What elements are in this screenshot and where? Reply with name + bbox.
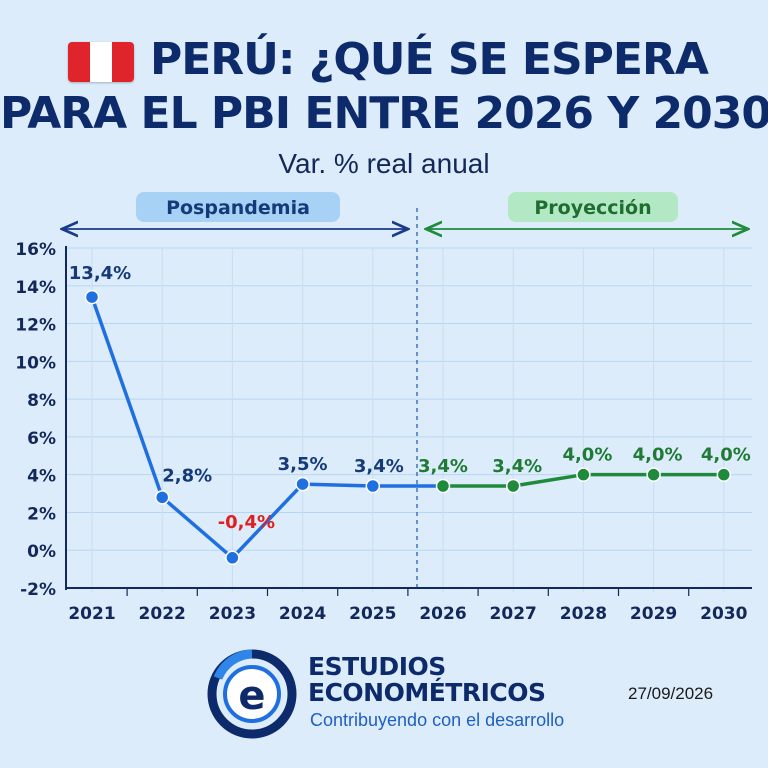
data-label-2021: 13,4% bbox=[69, 263, 131, 284]
data-label-2030: 4,0% bbox=[701, 445, 751, 466]
data-point-2027 bbox=[505, 478, 521, 494]
period-label-pospandemia: Pospandemia bbox=[166, 197, 310, 219]
x-tick-label: 2028 bbox=[560, 604, 607, 624]
data-point-2021 bbox=[84, 289, 100, 305]
x-tick-label: 2030 bbox=[700, 604, 747, 624]
y-tick-label: 8% bbox=[27, 391, 56, 411]
y-tick-label: 10% bbox=[15, 353, 56, 373]
x-tick-label: 2025 bbox=[349, 604, 396, 624]
data-point-2023 bbox=[225, 550, 240, 566]
page-title-line1: PERÚ: ¿QUÉ SE ESPERA bbox=[150, 34, 709, 85]
x-tick-label: 2027 bbox=[490, 604, 537, 624]
y-tick-label: 12% bbox=[15, 316, 56, 336]
brand-name-line1: ESTUDIOS bbox=[308, 652, 446, 681]
period-label-proyeccion: Proyección bbox=[534, 197, 651, 219]
x-tick-label: 2021 bbox=[68, 604, 115, 624]
series-line-pospandemia bbox=[90, 296, 443, 560]
publication-date: 27/09/2026 bbox=[628, 684, 714, 703]
y-tick-label: -2% bbox=[20, 580, 56, 600]
data-label-2025: 3,4% bbox=[354, 456, 404, 477]
chart-grid bbox=[66, 247, 752, 592]
y-tick-label: 6% bbox=[27, 429, 56, 449]
brand-name-line2: ECONOMÉTRICOS bbox=[308, 678, 546, 707]
data-point-2025 bbox=[365, 478, 381, 494]
x-tick-label: 2023 bbox=[209, 604, 256, 624]
data-label-2022: 2,8% bbox=[162, 465, 212, 486]
data-label-2023: -0,4% bbox=[218, 512, 275, 533]
data-label-2029: 4,0% bbox=[633, 445, 683, 466]
x-tick-label: 2022 bbox=[139, 604, 186, 624]
y-axis-ticks: 16% 14% 12% 10% 8% 6% 4% 2% 0% -2% bbox=[15, 240, 56, 600]
data-label-2024: 3,5% bbox=[278, 454, 328, 475]
y-tick-label: 14% bbox=[15, 278, 56, 298]
period-badge-pospandemia bbox=[136, 192, 340, 222]
x-tick-label: 2024 bbox=[279, 604, 326, 624]
data-point-2026 bbox=[435, 478, 451, 494]
data-label-2028: 4,0% bbox=[562, 445, 612, 466]
x-axis-ticks: 2021 2022 2023 2024 2025 2026 2027 2028 2029 2030 bbox=[68, 588, 748, 624]
x-tick-label: 2026 bbox=[419, 604, 466, 624]
data-label-2026: 3,4% bbox=[418, 456, 468, 477]
peru-flag-icon bbox=[68, 42, 134, 82]
chart-subtitle: Var. % real anual bbox=[278, 148, 490, 179]
page-title-line2: PARA EL PBI ENTRE 2026 Y 2030? bbox=[0, 88, 768, 139]
y-tick-label: 16% bbox=[15, 240, 56, 260]
gdp-line-chart: Pospandemia Proyección 16% 14% 12% 10% 8% 6% 4… bbox=[15, 192, 752, 624]
y-tick-label: 0% bbox=[27, 542, 56, 562]
data-point-2022 bbox=[154, 490, 170, 505]
data-point-2024 bbox=[295, 476, 310, 492]
logo-letter: e bbox=[238, 673, 265, 719]
data-label-2027: 3,4% bbox=[492, 456, 542, 477]
data-point-2030 bbox=[716, 467, 732, 482]
brand-tagline: Contribuyendo con el desarrollo bbox=[310, 710, 565, 730]
period-badge-proyeccion bbox=[508, 192, 678, 222]
data-point-2028 bbox=[576, 467, 591, 482]
y-tick-label: 2% bbox=[27, 504, 56, 524]
estudios-econometricos-logo-icon: e bbox=[207, 649, 297, 739]
y-tick-label: 4% bbox=[27, 467, 56, 487]
x-tick-label: 2029 bbox=[630, 604, 677, 624]
data-point-2029 bbox=[646, 467, 661, 482]
